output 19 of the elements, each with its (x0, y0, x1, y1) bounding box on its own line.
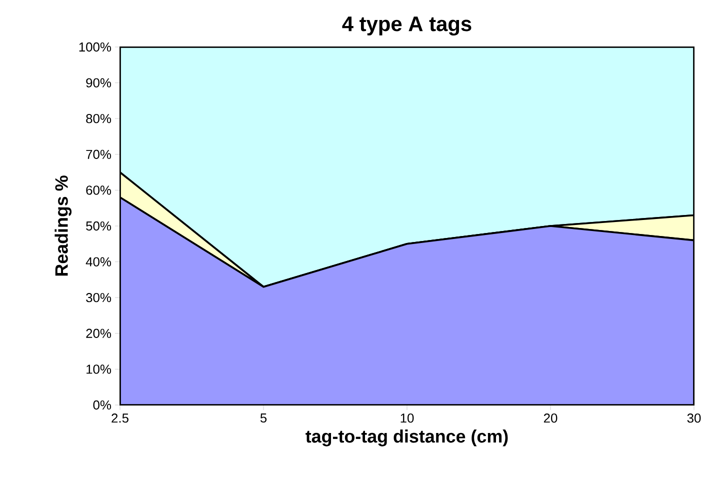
y-tick-label: 20% (86, 328, 112, 338)
y-tick-label: 40% (86, 257, 112, 266)
y-tick-label: 100% (79, 42, 112, 52)
y-axis-title: Readings % (54, 176, 72, 276)
x-tick-label: 2.5 (112, 414, 128, 423)
chart-title: 4 type A tags (342, 16, 472, 36)
y-tick-label: 60% (86, 186, 112, 195)
y-tick-label: 50% (86, 221, 112, 231)
y-tick-label: 80% (86, 114, 112, 124)
x-tick-label: 5 (260, 414, 267, 423)
y-tick-label: 30% (86, 293, 112, 302)
y-tick-label: 70% (86, 150, 112, 159)
x-tick-label: 10 (400, 414, 414, 423)
x-tick-label: 20 (544, 414, 558, 423)
y-tick-label: 10% (86, 364, 112, 374)
x-tick-label: 30 (687, 414, 701, 423)
x-axis-title: tag-to-tag distance (cm) (306, 430, 508, 446)
y-tick-label: 90% (86, 78, 112, 88)
y-tick-label: 0% (93, 400, 112, 410)
